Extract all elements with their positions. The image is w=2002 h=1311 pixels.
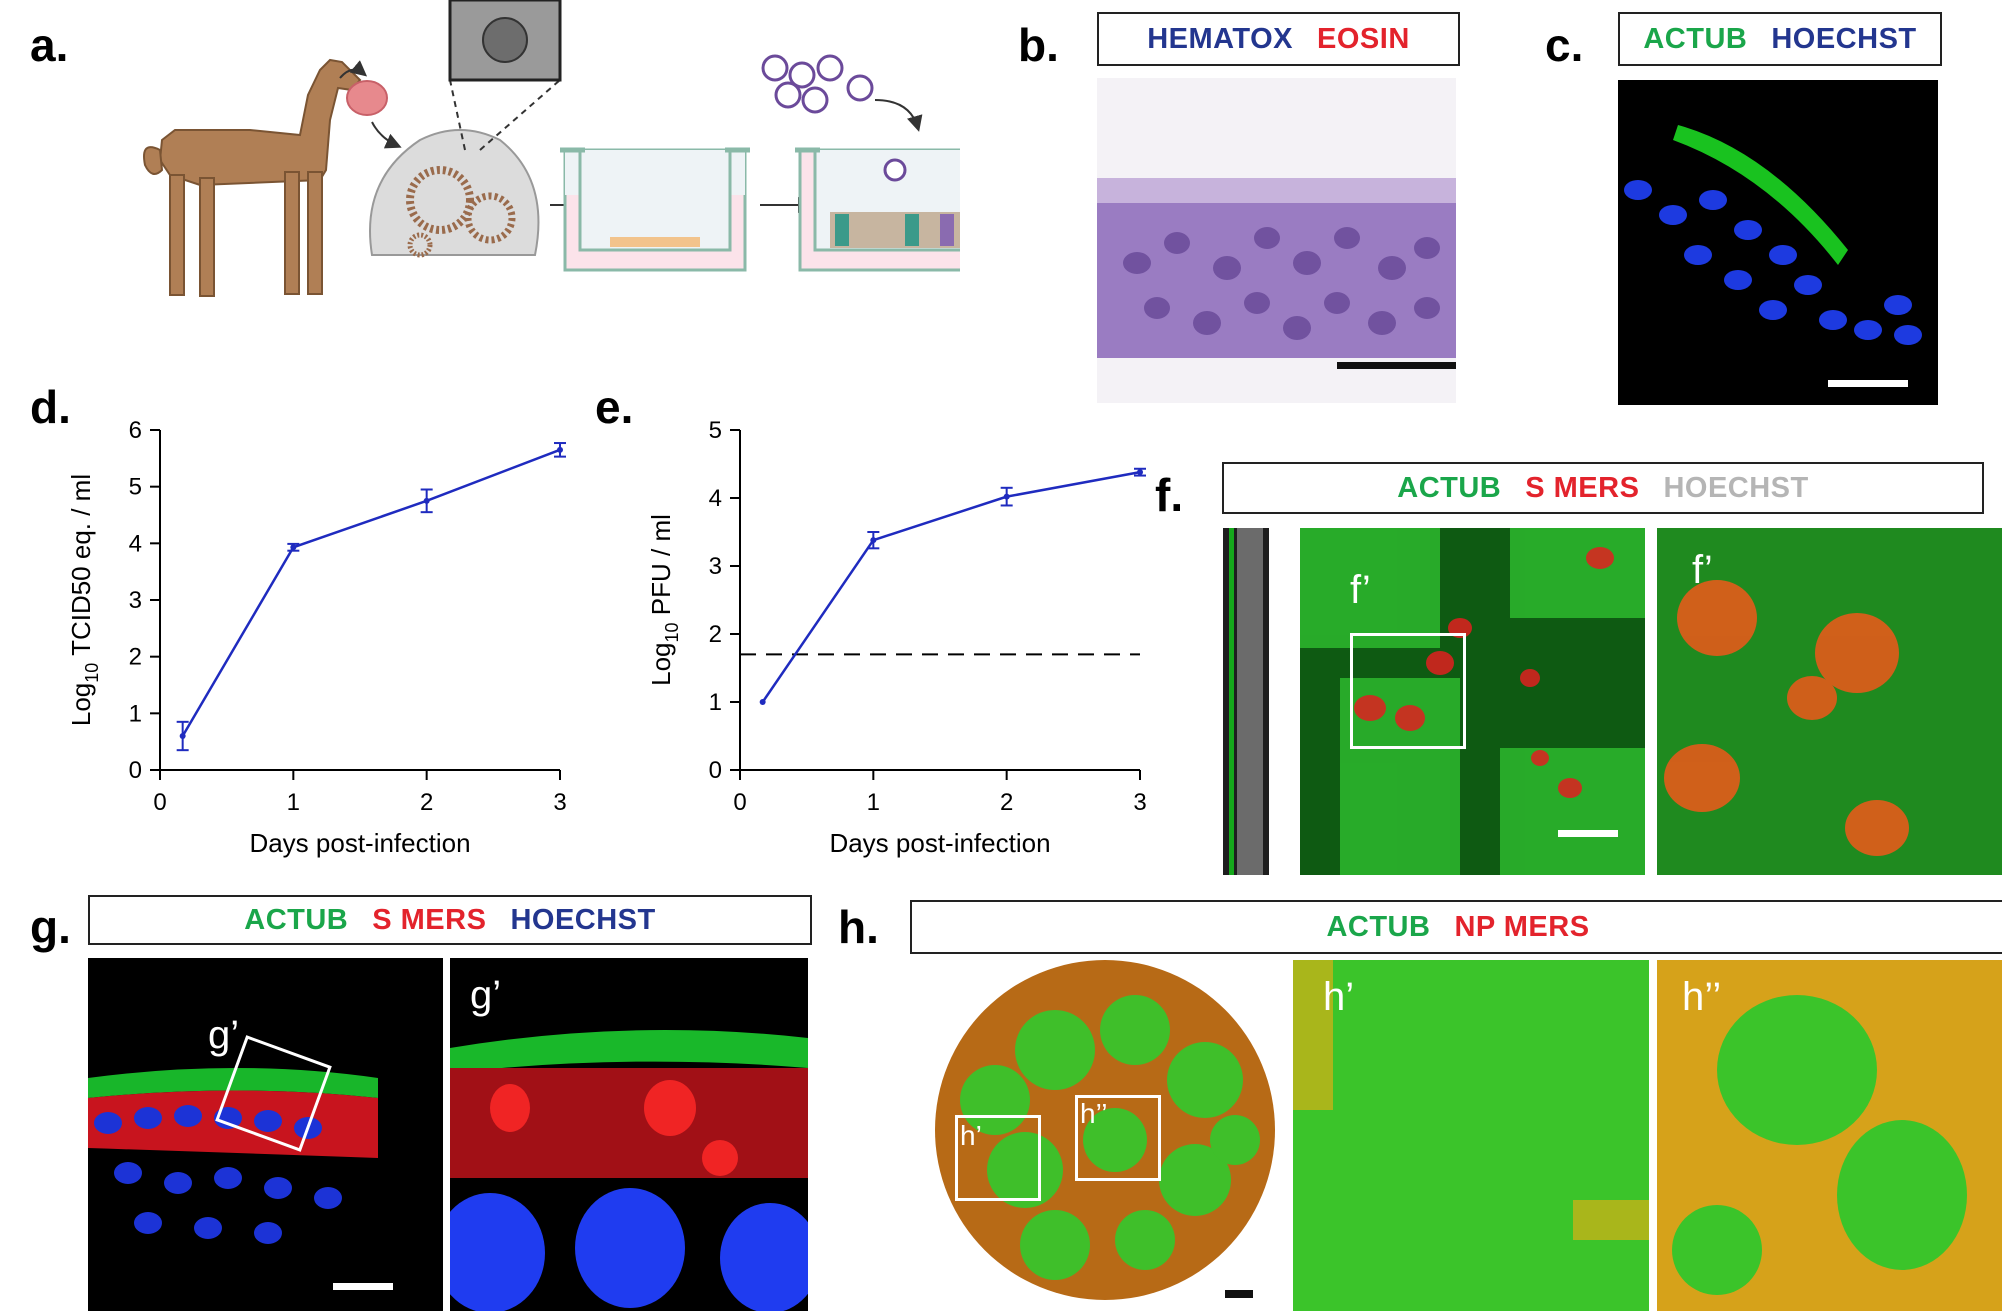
scale-bar: [333, 1283, 393, 1290]
x-tick-label: 3: [553, 789, 566, 816]
y-tick-label: 4: [709, 485, 722, 512]
stain-hematox: HEMATOX: [1147, 22, 1294, 55]
panel-d-label: d.: [30, 381, 71, 433]
panel-g-stain-legend: ACTUB S MERS HOECHST: [88, 895, 812, 945]
y-tick-label: 4: [129, 530, 142, 557]
panel-c-label: c.: [1545, 19, 1584, 71]
scale-bar: [1225, 1290, 1253, 1298]
panel-c-image: [1618, 80, 1938, 405]
y-tick-label: 1: [709, 689, 722, 716]
data-point: [179, 733, 186, 739]
x-tick-label: 2: [1000, 789, 1013, 816]
panel-f-orthogonal-view: [1223, 528, 1269, 875]
panel-a-label: a.: [30, 19, 69, 71]
panel-h-stain-legend: ACTUB NP MERS: [910, 900, 2002, 954]
transwell-2: [795, 147, 960, 272]
selection-box-h-double-prime: [1075, 1095, 1161, 1181]
scale-bar: [1558, 830, 1618, 837]
series-line: [761, 470, 1141, 703]
panel-f-label: f.: [1155, 469, 1184, 521]
stain-s-mers: S MERS: [1525, 471, 1640, 504]
y-tick-label: 0: [129, 757, 142, 784]
panel-g-prime-image: g’: [450, 958, 808, 1311]
stain-hoechst: HOECHST: [1663, 471, 1809, 504]
panel-a-schematic: [143, 0, 960, 297]
data-point: [423, 497, 430, 504]
data-point: [1137, 469, 1143, 476]
stain-hoechst: HOECHST: [510, 903, 656, 936]
panel-h-label: h.: [838, 901, 879, 953]
panel-h-prime-image: h’: [1293, 960, 1649, 1311]
x-tick-label: 2: [420, 789, 433, 816]
stain-np-mers: NP MERS: [1454, 910, 1590, 943]
y-axis-label: Log10 PFU / ml: [646, 514, 682, 686]
panel-g-image: g’: [88, 958, 443, 1311]
stain-eosin: EOSIN: [1317, 22, 1410, 55]
inset-label-f-prime: f’: [1350, 568, 1371, 612]
panel-h-double-prime-image: h’’: [1657, 960, 2002, 1311]
y-tick-label: 5: [129, 474, 142, 501]
series-line: [181, 448, 561, 737]
panel-f-stain-legend: ACTUB S MERS HOECHST: [1222, 462, 1984, 514]
y-tick-label: 2: [709, 621, 722, 648]
chart-e: 0 1 2 3 4 5 0 1 2 3 Days post-infection Log10 PFU /…: [646, 417, 1147, 858]
y-tick-label: 3: [129, 587, 142, 614]
panel-b-stain-legend: HEMATOX EOSIN: [1097, 12, 1460, 66]
inset-label-h-double-prime: h’’: [1682, 975, 1722, 1019]
x-tick-label: 0: [153, 789, 166, 816]
x-axis-label: Days post-infection: [249, 828, 470, 858]
y-tick-label: 0: [709, 757, 722, 784]
inset-label-h-prime: h’: [960, 1120, 982, 1151]
inset-label-h-prime: h’: [1323, 975, 1355, 1019]
selection-box-h-prime: [955, 1115, 1041, 1201]
data-point: [870, 537, 877, 544]
stain-actub: ACTUB: [1397, 471, 1502, 504]
transwell-1: [560, 147, 750, 272]
inset-label-g-prime: g’: [470, 973, 502, 1017]
x-tick-label: 0: [733, 789, 746, 816]
inset-label-f-prime: f’: [1692, 548, 1713, 592]
y-tick-label: 5: [709, 417, 722, 444]
y-tick-label: 6: [129, 417, 142, 444]
x-tick-label: 1: [867, 789, 880, 816]
data-point: [290, 544, 297, 551]
chart-d: 0 1 2 3 4 5 6 0 1 2 3 Days post-infection Log10 TCID…: [66, 417, 567, 858]
scale-bar: [1828, 380, 1908, 387]
stain-s-mers: S MERS: [372, 903, 487, 936]
y-tick-label: 1: [129, 700, 142, 727]
selection-box-f-prime: [1350, 633, 1466, 749]
data-point: [1003, 493, 1010, 500]
y-axis-label: Log10 TCID50 eq. / ml: [66, 474, 102, 726]
inset-label-h-double-prime: h’’: [1080, 1098, 1108, 1129]
y-tick-label: 2: [129, 644, 142, 671]
panel-c-stain-legend: ACTUB HOECHST: [1618, 12, 1942, 66]
y-tick-label: 3: [709, 553, 722, 580]
stain-actub: ACTUB: [244, 903, 349, 936]
data-point: [557, 446, 563, 453]
panel-b-image: [1097, 78, 1456, 403]
panel-f-prime-image: f’: [1657, 528, 2002, 875]
virus-particles-icon: [761, 54, 907, 182]
panel-h-image: h’ h’’: [935, 960, 1275, 1300]
inset-label-g-prime: g’: [208, 1013, 240, 1057]
panel-b-label: b.: [1018, 19, 1059, 71]
x-axis-label: Days post-infection: [829, 828, 1050, 858]
stain-actub: ACTUB: [1643, 22, 1748, 55]
stain-hoechst: HOECHST: [1771, 22, 1917, 55]
organoid-dome: [369, 129, 540, 256]
data-point: [759, 699, 766, 705]
llama-illustration: [143, 58, 362, 297]
tissue-icon: [346, 80, 388, 116]
stain-actub: ACTUB: [1326, 910, 1431, 943]
x-tick-label: 1: [287, 789, 300, 816]
panel-e-label: e.: [595, 381, 634, 433]
scale-bar: [1337, 362, 1456, 369]
x-tick-label: 3: [1133, 789, 1146, 816]
panel-f-image: f’: [1300, 528, 1645, 875]
panel-g-label: g.: [30, 901, 71, 953]
